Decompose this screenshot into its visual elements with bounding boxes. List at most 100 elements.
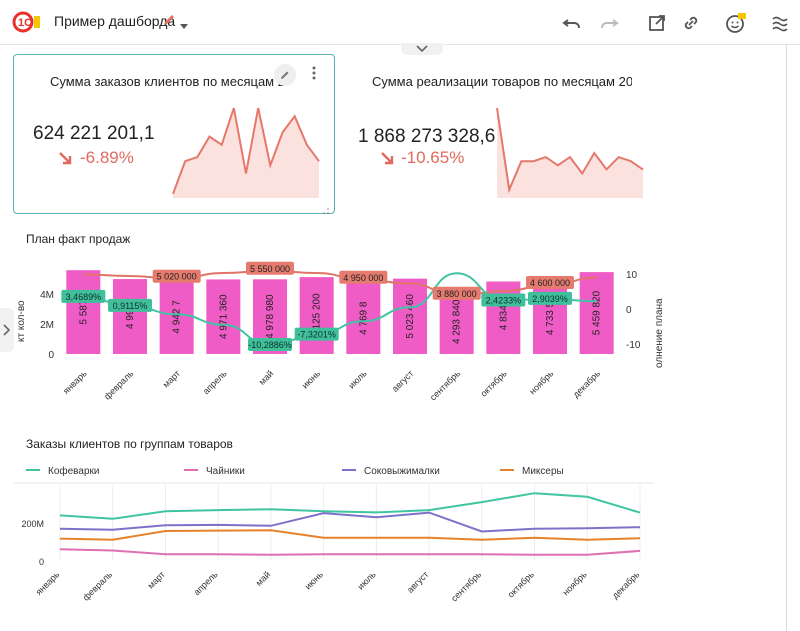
label-text: 3 880 000 [437,289,477,299]
bar-label: 5 459 820 [592,290,603,335]
edit-widget-button[interactable] [274,64,296,86]
bar-label: 4 293 840 [452,299,463,344]
plan-completion-label: 3,4689% [61,289,106,303]
widget-menu-button[interactable] [303,62,325,84]
kpi-card-orders[interactable] [13,54,335,214]
label-bg [246,261,294,275]
bar-label: 5 125 200 [312,293,323,338]
x-tick-label: август [405,569,431,595]
bar-label: 5 587 [78,299,89,324]
plan-value-label: 4 600 000 [526,276,574,289]
plan-completion-label: 0,9115% [108,298,152,312]
series-line [59,548,641,556]
label-bg [432,286,481,300]
pencil-icon[interactable] [162,13,176,27]
x-tick-label: июнь [303,569,325,591]
y2-axis-label: олнение плана [654,298,665,368]
logo-1c[interactable]: 1С [12,11,42,33]
collapse-top-button[interactable] [401,43,443,55]
bar-label: 4 834 [498,305,509,330]
x-tick-label: ноябрь [527,368,555,396]
label-text: 2,4233% [486,296,522,306]
label-bg [294,327,339,341]
plan-value-label: 4 950 000 [339,270,388,284]
avatar-notification-icon[interactable] [725,12,747,34]
bar [346,282,381,354]
plan-value-label: 5 020 000 [152,269,201,283]
undo-icon[interactable] [561,12,583,34]
x-tick-label: июнь [300,368,322,390]
label-bg [61,289,106,303]
x-tick-label: сентябрь [428,368,462,402]
label-text: 4 600 000 [530,278,570,288]
bar [439,289,474,354]
plan-completion-label: -7,3201% [294,327,339,341]
orders-groups-chart[interactable]: Кофеварки Чайники Соковыжималки Миксеры 200M… [14,455,664,631]
kpi-title: Сумма заказов клиентов по месяцам 2019 г [50,74,284,89]
x-tick-label: октябрь [478,368,509,399]
bar [159,279,194,354]
bar-label: 4 942 7 [172,300,183,334]
expand-side-panel-button[interactable] [0,308,14,352]
bar-label: 4 995 [125,304,136,329]
dashboard-title[interactable]: Пример дашборда [54,13,176,29]
legend-label: Миксеры [522,466,564,477]
legend-label: Чайники [206,466,245,477]
label-text: 5 020 000 [157,272,197,282]
redo-icon[interactable] [598,12,620,34]
trend-down-icon [380,150,396,166]
legend-label: Соковыжималки [364,466,440,477]
label-text: 3,4689% [66,292,102,302]
label-bg [528,291,572,305]
bar [206,279,241,354]
y-tick-label: 200M [21,519,44,529]
x-tick-label: апрель [192,569,220,597]
resize-handle-icon[interactable] [322,202,330,214]
bar-label: 4 733 5 [545,301,556,335]
legend-item: Соковыжималки [342,466,440,477]
label-text: -10,2886% [248,340,292,350]
y-tick-label: 0 [48,350,54,361]
bar [579,272,614,354]
scrollbar-track[interactable] [786,44,787,631]
x-tick-label: март [161,368,182,389]
y-tick-label: 4M [40,290,54,301]
series-line [59,492,641,520]
sparkline-orders [172,107,320,198]
label-bg [248,338,292,352]
plan-completion-label: -10,2886% [248,338,292,352]
plan-completion-label: 2,4233% [481,293,526,307]
x-tick-label: март [146,569,167,590]
chevron-down-icon[interactable] [180,17,188,29]
x-tick-label: январь [34,569,62,597]
plan-value-label: 5 550 000 [246,261,294,275]
series-line [59,511,641,533]
link-icon[interactable] [680,12,702,34]
x-tick-label: сентябрь [449,569,483,603]
x-tick-label: декабрь [571,368,603,400]
x-tick-label: май [254,569,273,588]
x-tick-label: февраль [102,368,136,402]
sparkline-area [497,108,643,198]
orders-groups-title: Заказы клиентов по группам товаров [26,437,233,451]
x-tick-label: декабрь [610,569,642,601]
sparkline-line [172,107,320,195]
plan-completion-label: 2,9039% [528,291,572,305]
plan-fact-chart[interactable]: кт кол-во олнение плана 4M 2M 0 10 0 -10 5 587 4 … [14,250,674,420]
label-bg [108,298,152,312]
sparkline-area [173,108,319,198]
open-external-icon[interactable] [646,12,668,34]
plan-fact-title: План факт продаж [26,232,131,246]
menu-wave-icon[interactable] [769,12,791,34]
legend-item: Кофеварки [26,465,99,477]
y2-tick-label: -10 [626,340,641,351]
x-tick-label: август [390,368,416,394]
kpi-value: 1 868 273 328,6 [358,126,496,147]
sparkline-line [496,107,644,194]
x-tick-label: ноябрь [561,569,589,597]
bar [299,277,334,354]
trend-down-icon [58,150,74,166]
bar-label: 4 971 360 [218,294,229,339]
series-line [59,529,641,541]
x-tick-label: май [257,368,276,387]
